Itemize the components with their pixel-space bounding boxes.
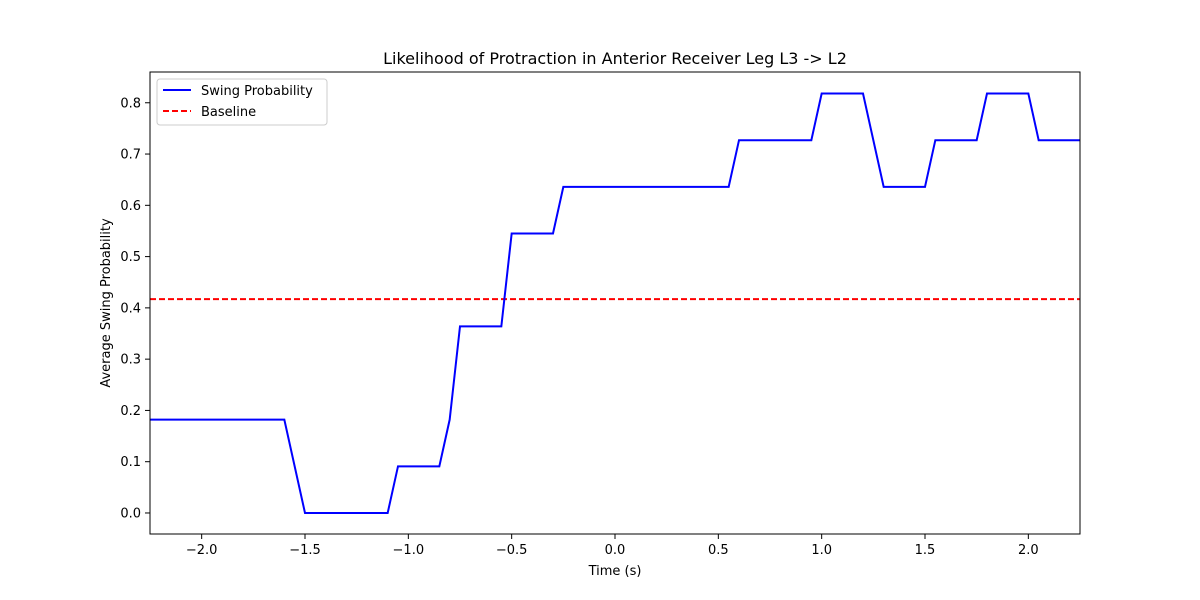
x-tick-label: −1.5 (289, 543, 321, 558)
chart-title: Likelihood of Protraction in Anterior Re… (383, 49, 847, 68)
x-tick-label: −2.0 (186, 543, 218, 558)
y-tick-label: 0.1 (120, 455, 141, 470)
y-tick-label: 0.6 (120, 199, 141, 214)
y-tick-label: 0.3 (120, 353, 141, 368)
plot-frame (149, 71, 1081, 535)
y-tick-label: 0.8 (120, 96, 141, 111)
y-tick-label: 0.4 (120, 301, 141, 316)
y-axis-label: Average Swing Probability (99, 218, 114, 388)
x-tick-label: 0.5 (708, 543, 729, 558)
series-line-swing-probability (150, 92, 1080, 514)
x-tick-label: −1.0 (393, 543, 425, 558)
legend-label-swing-probability: Swing Probability (201, 84, 313, 99)
x-tick-label: 1.0 (811, 543, 832, 558)
y-tick-label: 0.2 (120, 404, 141, 419)
x-tick-label: 1.5 (915, 543, 936, 558)
y-tick-label: 0.5 (120, 250, 141, 265)
x-axis-label: Time (s) (588, 564, 642, 579)
x-tick-label: 0.0 (605, 543, 626, 558)
y-tick-label: 0.0 (120, 506, 141, 521)
legend: Swing Probability Baseline (156, 78, 328, 126)
legend-label-baseline: Baseline (201, 105, 256, 120)
x-tick-label: 2.0 (1018, 543, 1039, 558)
legend-box (156, 78, 328, 126)
y-tick-label: 0.7 (120, 148, 141, 163)
x-tick-label: −0.5 (496, 543, 528, 558)
